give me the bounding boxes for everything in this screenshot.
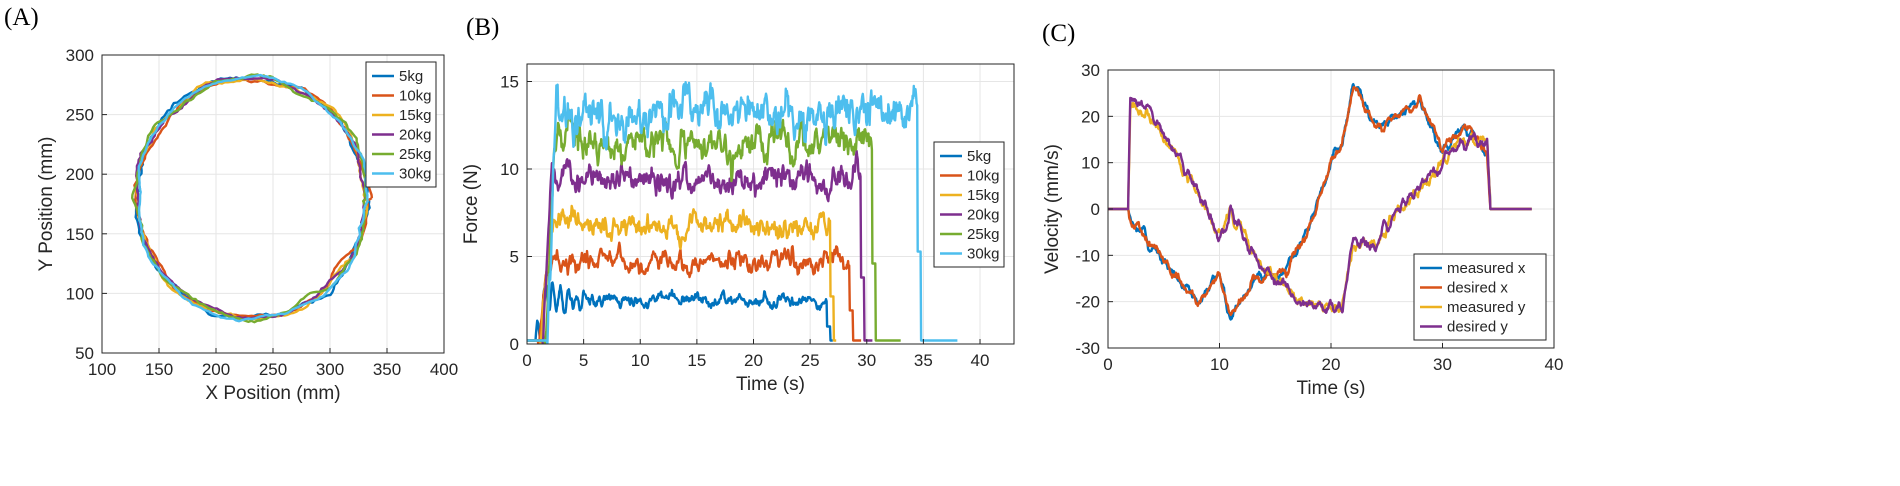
- panel-label-b: (B): [466, 14, 500, 41]
- series-group: [1108, 83, 1533, 321]
- series-line-10kg: [527, 241, 862, 344]
- series-line-15kg: [527, 204, 837, 344]
- x-tick-label: 250: [259, 360, 287, 379]
- legend-entry: 20kg: [399, 127, 432, 144]
- y-tick-label: 0: [1091, 200, 1100, 219]
- series-line-30kg: [527, 81, 958, 344]
- x-axis-title: Time (s): [1297, 378, 1366, 399]
- x-tick-label: 40: [1545, 355, 1564, 374]
- legend-entry: 30kg: [399, 166, 432, 183]
- series-group: [131, 73, 374, 324]
- chart-2: 0 5 10 15 20 25 30 35 40 0 5 10 15 Time (s) Force (N) 5…: [461, 63, 1015, 395]
- x-tick-label: 10: [631, 351, 650, 370]
- x-tick-label: 350: [373, 360, 401, 379]
- legend: 5kg 10kg 15kg 20kg 25kg 30kg: [933, 141, 1005, 268]
- x-tick-label: 300: [316, 360, 344, 379]
- x-tick-label: 35: [914, 351, 933, 370]
- legend-entry: 5kg: [967, 148, 991, 165]
- chart-1: 100 150 200 250 300 350 40050100150200250300X …: [36, 46, 458, 404]
- x-tick-label: 20: [744, 351, 763, 370]
- y-axis-title: Force (N): [461, 164, 482, 244]
- legend-entry: 5kg: [399, 68, 423, 85]
- y-tick-label: 10: [500, 160, 519, 179]
- legend-entry: 25kg: [399, 146, 432, 163]
- chart-3: 0 10 20 30 40 -30 -20 -10 0 10 20 30 Time (s) Velocit…: [1042, 61, 1563, 399]
- y-tick-label: 200: [66, 165, 94, 184]
- x-axis-title: Time (s): [736, 374, 805, 395]
- y-tick-label: 50: [75, 344, 94, 363]
- legend-entry: 10kg: [967, 168, 1000, 185]
- x-tick-label: 15: [687, 351, 706, 370]
- x-tick-label: 150: [145, 360, 173, 379]
- series-line-20kg: [527, 149, 874, 344]
- y-tick-label: 300: [66, 46, 94, 65]
- series-line-25kg: [527, 107, 902, 344]
- legend-entry: 15kg: [967, 187, 1000, 204]
- x-tick-label: 5: [579, 351, 588, 370]
- legend-entry: 25kg: [967, 226, 1000, 243]
- x-tick-label: 10: [1210, 355, 1229, 374]
- y-tick-label: -10: [1075, 246, 1100, 265]
- legend-entry: 20kg: [967, 207, 1000, 224]
- y-tick-label: 250: [66, 106, 94, 125]
- y-tick-label: -20: [1075, 293, 1100, 312]
- y-axis-title: Velocity (mm/s): [1042, 144, 1063, 274]
- legend-box: [365, 61, 437, 188]
- y-tick-label: 5: [510, 248, 519, 267]
- x-tick-label: 0: [522, 351, 531, 370]
- legend-entry: 30kg: [967, 246, 1000, 263]
- legend-entry: measured y: [1447, 299, 1526, 316]
- legend: measured x desired x measured y desired y: [1413, 253, 1547, 341]
- y-tick-label: 100: [66, 284, 94, 303]
- panel-label-c: (C): [1042, 20, 1076, 47]
- series-line-30kg: [137, 73, 369, 323]
- legend-entry: 15kg: [399, 107, 432, 124]
- axes-box: [526, 63, 1015, 345]
- y-tick-label: 150: [66, 225, 94, 244]
- panel-label-a: (A): [4, 4, 39, 31]
- x-tick-label: 200: [202, 360, 230, 379]
- legend-entry: desired y: [1447, 319, 1508, 336]
- y-tick-label: 0: [510, 335, 519, 354]
- series-line-25kg: [131, 73, 368, 324]
- x-tick-label: 40: [971, 351, 990, 370]
- x-tick-label: 0: [1103, 355, 1112, 374]
- y-tick-label: 30: [1081, 61, 1100, 80]
- x-tick-label: 100: [88, 360, 116, 379]
- y-axis-title: Y Position (mm): [36, 137, 57, 272]
- x-tick-label: 30: [857, 351, 876, 370]
- legend: 5kg 10kg 15kg 20kg 25kg 30kg: [365, 61, 437, 188]
- series-line-desired-y: [1108, 96, 1533, 314]
- x-tick-label: 30: [1433, 355, 1452, 374]
- x-tick-label: 25: [801, 351, 820, 370]
- legend-entry: measured x: [1447, 260, 1526, 277]
- y-tick-label: -30: [1075, 339, 1100, 358]
- series-line-5kg: [527, 281, 834, 342]
- series-line-desired-x: [1108, 86, 1533, 317]
- x-tick-label: 400: [430, 360, 458, 379]
- x-tick-label: 20: [1322, 355, 1341, 374]
- y-tick-label: 20: [1081, 107, 1100, 126]
- legend-box: [933, 141, 1005, 268]
- series-group: [527, 81, 958, 344]
- y-tick-label: 15: [500, 73, 519, 92]
- y-tick-label: 10: [1081, 154, 1100, 173]
- legend-entry: 10kg: [399, 88, 432, 105]
- legend-entry: desired x: [1447, 280, 1508, 297]
- x-axis-title: X Position (mm): [205, 383, 340, 404]
